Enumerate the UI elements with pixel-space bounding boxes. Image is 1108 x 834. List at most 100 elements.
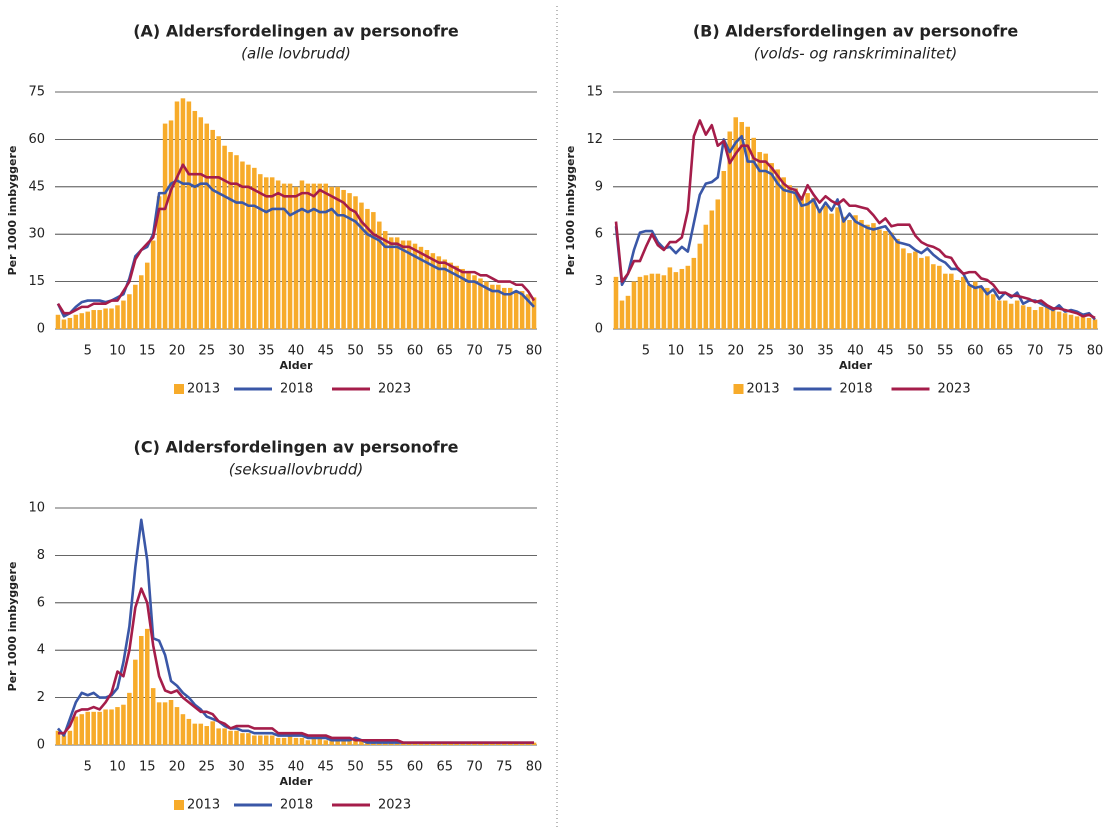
bar	[275, 180, 281, 329]
bar	[709, 210, 715, 329]
x-tick-label: 25	[198, 760, 215, 775]
x-tick-label: 15	[139, 760, 156, 775]
legend-swatch	[733, 384, 744, 394]
bar	[643, 275, 649, 329]
bar	[625, 295, 631, 329]
y-tick-label: 0	[37, 322, 45, 337]
x-tick-label: 60	[407, 344, 424, 359]
bar	[883, 231, 888, 329]
x-tick-label: 45	[317, 344, 334, 359]
bar	[281, 737, 287, 745]
bar	[829, 213, 834, 329]
bar	[739, 122, 745, 330]
bar	[661, 275, 667, 329]
bar	[727, 131, 733, 329]
x-tick-label: 5	[84, 760, 92, 775]
line-series	[56, 163, 536, 315]
bar	[781, 177, 786, 329]
x-tick-label: 10	[668, 344, 685, 359]
bar	[186, 101, 192, 329]
x-tick-label: 35	[817, 344, 834, 359]
bar	[496, 284, 501, 329]
x-tick-label: 25	[757, 344, 774, 359]
x-tick-label: 20	[169, 344, 186, 359]
x-tick-label: 75	[1057, 344, 1074, 359]
y-tick-label: 6	[37, 595, 45, 610]
bar	[258, 174, 263, 329]
chart-panel: (A) Aldersfordelingen av personofre (alle…	[6, 22, 542, 397]
x-tick-label: 50	[907, 344, 924, 359]
x-axis-label: Alder	[839, 359, 873, 372]
bar	[293, 737, 299, 745]
bar	[252, 735, 257, 745]
bar	[216, 728, 221, 745]
bar	[889, 232, 894, 329]
legend-label: 2013	[187, 798, 220, 813]
bar	[442, 259, 448, 329]
bar	[55, 314, 61, 329]
y-tick-label: 6	[595, 227, 603, 242]
bar	[347, 740, 352, 745]
bar	[394, 237, 400, 329]
bar	[359, 740, 364, 745]
bar	[769, 163, 774, 329]
bar	[85, 711, 90, 745]
x-tick-label: 30	[228, 344, 245, 359]
bar	[317, 737, 323, 745]
bar	[210, 129, 215, 329]
x-tick-label: 55	[377, 344, 394, 359]
bar	[162, 702, 168, 745]
x-tick-label: 20	[169, 760, 186, 775]
bar	[972, 281, 978, 329]
x-tick-label: 55	[937, 344, 954, 359]
bar	[519, 291, 525, 329]
y-tick-label: 30	[28, 227, 45, 242]
bar	[1002, 300, 1008, 329]
bar	[673, 272, 679, 329]
bar	[637, 276, 643, 329]
bar	[823, 205, 828, 329]
bar	[955, 280, 960, 329]
chart-title: (C) Aldersfordelingen av personofre	[134, 438, 459, 457]
bar	[966, 284, 972, 329]
bar	[61, 735, 67, 745]
bar	[329, 186, 334, 329]
x-tick-label: 40	[847, 344, 864, 359]
bar	[121, 300, 126, 329]
bar	[192, 723, 198, 745]
bar	[61, 319, 67, 329]
bar	[1038, 306, 1044, 329]
bar	[996, 300, 1002, 329]
bar	[109, 709, 114, 745]
bar	[234, 730, 239, 745]
bar	[174, 707, 180, 745]
bar	[990, 294, 996, 329]
legend-label: 2018	[280, 798, 313, 813]
bar	[305, 183, 311, 329]
bar	[73, 716, 79, 745]
x-tick-label: 80	[1087, 344, 1104, 359]
y-tick-label: 0	[595, 322, 603, 337]
bar	[234, 155, 239, 329]
bar	[67, 730, 73, 745]
bar	[139, 635, 144, 745]
bar	[697, 243, 703, 329]
y-tick-label: 15	[28, 274, 45, 289]
legend-label: 2023	[378, 382, 411, 397]
x-axis-label: Alder	[279, 775, 313, 788]
bar	[424, 250, 430, 329]
bar	[859, 219, 864, 329]
bar	[1062, 313, 1068, 329]
bar	[793, 188, 798, 329]
bar	[139, 275, 144, 329]
bar	[156, 196, 162, 329]
x-tick-label: 45	[877, 344, 894, 359]
bar	[127, 692, 132, 745]
bar	[174, 101, 180, 329]
bar	[525, 294, 531, 329]
bar	[85, 311, 90, 329]
y-tick-label: 45	[28, 179, 45, 194]
x-tick-label: 50	[347, 760, 364, 775]
bar	[949, 273, 954, 329]
bar	[299, 180, 305, 329]
